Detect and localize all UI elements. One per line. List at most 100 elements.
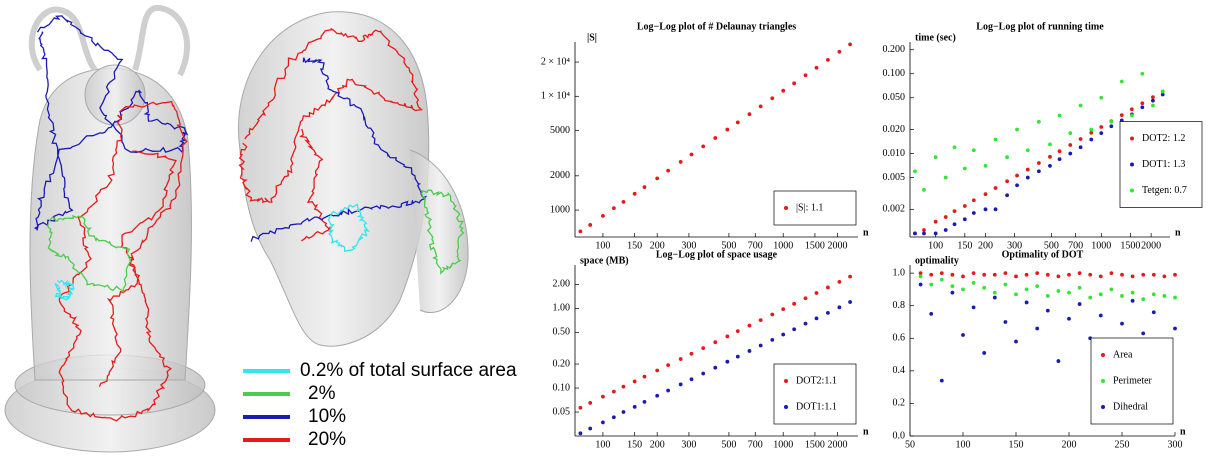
x-tick-label: 50 [905,439,915,450]
point [944,176,948,180]
point [972,271,976,275]
point [666,389,670,393]
point [953,145,957,149]
point [1058,157,1062,161]
y-tick-label: 0.10 [553,382,571,393]
point [690,377,694,381]
point [770,96,774,100]
point [679,357,683,361]
y-tick-label: 1.00 [553,303,571,314]
y-axis-label: |S| [587,32,597,43]
point [1078,302,1082,306]
point [1058,114,1062,118]
point [1004,320,1008,324]
point [643,375,647,379]
point [601,395,605,399]
point [1141,273,1145,277]
point [1057,289,1061,293]
point [922,188,926,192]
point [1005,155,1009,159]
point [848,42,852,46]
point [1152,292,1156,296]
point [655,176,659,180]
y-tick-label: 0.050 [883,92,906,103]
point [1120,322,1124,326]
point [759,318,763,322]
legend-marker [1130,163,1134,167]
x-tick-label: 2000 [827,240,847,251]
point [579,431,583,435]
point [1152,273,1156,277]
legend-label: DOT2:1.1 [796,375,837,386]
point [953,222,957,226]
point [1035,327,1039,331]
point [1067,291,1071,295]
point [1025,273,1029,277]
point [1014,340,1018,344]
point [643,400,647,404]
legend-marker [784,405,788,409]
x-tick-label: 200 [1062,439,1077,450]
x-tick-label: 150 [627,439,642,450]
face [410,150,468,313]
legend-box [774,364,856,424]
point [994,207,998,211]
x-tick-label: 1500 [805,439,825,450]
x-tick-label: 100 [956,439,971,450]
point [679,160,683,164]
legend-label: Area [1113,349,1133,360]
point [1068,152,1072,156]
point [922,231,926,235]
point [929,312,933,316]
x-tick-label: 700 [748,439,763,450]
y-tick-label: 0.6 [893,333,906,344]
point [1026,168,1030,172]
y-tick-label: 1.0 [893,267,906,278]
point [934,231,938,235]
point [725,360,729,364]
point [1067,317,1071,321]
point [1068,143,1072,147]
point [1110,288,1114,292]
statue-arm [135,8,187,75]
point [848,300,852,304]
point [804,73,808,77]
point [633,192,637,196]
point [961,288,965,292]
point [792,302,796,306]
point [781,89,785,93]
point [622,385,626,389]
point [826,286,830,290]
point [1099,131,1103,135]
point [1026,148,1030,152]
x-tick-label: 100 [595,240,610,251]
x-tick-label: 1500 [805,240,825,251]
point [1161,90,1165,94]
y-tick-label: 0.05 [553,406,571,417]
point [934,155,938,159]
point [972,211,976,215]
point [601,421,605,425]
legend: AreaPerimeterDihedral [1091,338,1173,424]
point [1037,161,1041,165]
point [792,327,796,331]
point [826,311,830,315]
point [972,198,976,202]
point [963,204,967,208]
point [961,333,965,337]
point [713,366,717,370]
y-tick-label: 0.20 [553,358,571,369]
x-axis-label: n [1175,227,1181,238]
point [815,291,819,295]
charts: Log−Log plot of # Delaunay triangles|S|n… [541,21,1202,450]
point [919,275,923,279]
point [1088,296,1092,300]
x-tick-label: 2000 [1141,240,1161,251]
y-tick-label: 0.200 [883,44,906,55]
point [919,283,923,287]
point [736,120,740,124]
x-tick-label: 1500 [1120,240,1140,251]
point [1048,155,1052,159]
x-tick-label: 100 [928,240,943,251]
